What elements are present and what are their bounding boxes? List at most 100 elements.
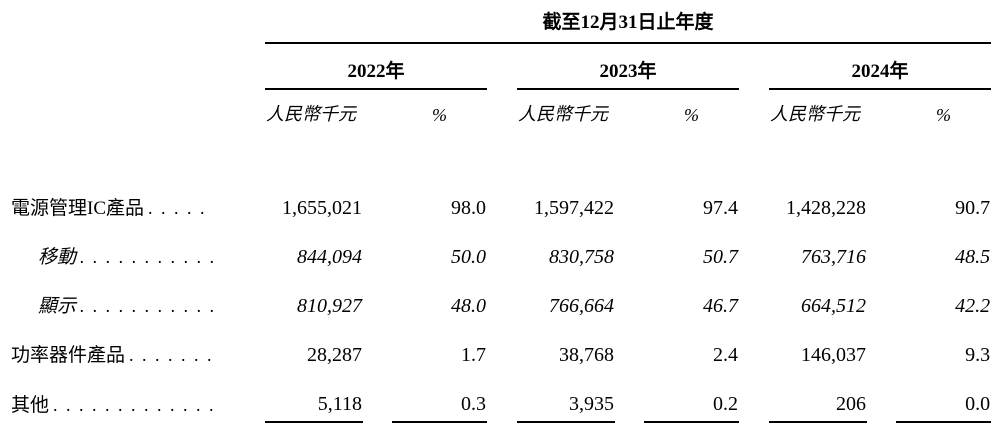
column-gap [739,274,769,323]
percent-cell: 98.0 [451,197,486,219]
dot-leader: . . . . . . . . . . . . . [53,395,216,415]
amount-cell: 1,428,228 [786,197,866,219]
column-gap [867,372,896,422]
year-header-row: 2022年 2023年 2024年 [10,43,992,90]
column-gap [487,176,517,225]
total-percent-cell: 100.0 [896,422,992,443]
amount-cell: 28,287 [307,344,362,366]
column-gap [867,176,896,225]
column-gap [867,225,896,274]
amount-cell: 38,768 [559,344,614,366]
year-header-2022: 2022年 [265,43,487,90]
column-gap [867,422,896,443]
period-header-row: 截至12月31日止年度 [10,6,992,44]
amount-cell: 3,935 [517,372,615,423]
table-row-others: 其他. . . . . . . . . . . . . 5,118 0.3 3,… [10,372,992,423]
unit-header: 人民幣千元 [266,104,356,124]
column-gap [739,422,769,443]
column-gap [487,225,517,274]
column-gap [739,176,769,225]
row-label: 電源管理IC產品 [11,198,145,219]
column-gap [615,323,644,372]
percent-cell: 97.4 [703,197,738,219]
spacer-row [10,128,991,176]
row-label: 顯示 [38,296,77,317]
amount-cell: 830,758 [549,246,614,268]
total-percent-cell: 100.0 [392,422,487,443]
percent-cell: 2.4 [713,344,738,366]
column-gap [739,89,769,128]
column-gap [363,89,392,128]
column-gap [615,225,644,274]
table-row-power-ic: 電源管理IC產品. . . . . 1,655,021 98.0 1,597,4… [10,176,991,225]
percent-cell: 0.0 [896,372,992,423]
row-label: 功率器件產品 [11,345,126,366]
column-gap [615,176,644,225]
empty-corner [10,6,265,43]
dot-leader: . . . . . . . . . . . [80,247,217,267]
percent-cell: 90.7 [955,197,991,219]
column-gap [363,176,392,225]
column-gap [487,274,517,323]
dot-leader: . . . . . . . . . . . [80,296,217,316]
percent-cell: 50.0 [451,246,486,268]
percent-header: % [684,105,699,125]
percent-cell: 48.0 [451,295,486,317]
amount-cell: 206 [769,372,867,423]
column-gap [867,89,896,128]
table-row-mobile: 移動. . . . . . . . . . . 844,094 50.0 830… [10,225,991,274]
column-gap [739,43,769,89]
table-row-total: 合計. . . . . . . . . . . . . 1,688,426 10… [10,422,992,443]
unit-header-row: 人民幣千元 % 人民幣千元 % 人民幣千元 % [10,89,991,128]
year-header-2023: 2023年 [517,43,739,90]
unit-header: 人民幣千元 [518,104,608,124]
percent-cell: 42.2 [955,295,991,317]
period-header: 截至12月31日止年度 [265,6,992,44]
column-gap [363,225,392,274]
column-gap [487,43,517,89]
amount-cell: 763,716 [801,246,866,268]
revenue-breakdown-table: 截至12月31日止年度 2022年 2023年 2024年 人民幣千元 % 人民… [10,6,992,443]
amount-cell: 844,094 [297,246,362,268]
unit-header: 人民幣千元 [770,104,860,124]
amount-cell: 146,037 [801,344,866,366]
total-amount-cell: 1,688,426 [265,422,363,443]
total-amount-cell: 1,640,125 [517,422,615,443]
percent-header: % [936,105,952,125]
column-gap [363,372,392,422]
amount-cell: 664,512 [801,295,866,317]
row-label: 移動 [38,247,77,268]
percent-cell: 9.3 [965,344,991,366]
amount-cell: 5,118 [265,372,363,423]
percent-cell: 1.7 [461,344,486,366]
column-gap [487,89,517,128]
column-gap [615,422,644,443]
column-gap [487,372,517,422]
percent-cell: 48.5 [955,246,991,268]
percent-cell: 0.3 [392,372,487,423]
column-gap [487,323,517,372]
percent-cell: 0.2 [644,372,739,423]
total-percent-cell: 100.0 [644,422,739,443]
column-gap [739,323,769,372]
amount-cell: 1,597,422 [534,197,614,219]
column-gap [867,323,896,372]
column-gap [739,372,769,422]
column-gap [363,274,392,323]
column-gap [363,422,392,443]
year-header-2024: 2024年 [769,43,992,90]
amount-cell: 766,664 [549,295,614,317]
percent-cell: 50.7 [703,246,738,268]
percent-header: % [432,105,447,125]
column-gap [739,225,769,274]
column-gap [615,89,644,128]
column-gap [487,422,517,443]
amount-cell: 810,927 [297,295,362,317]
percent-cell: 46.7 [703,295,738,317]
dot-leader: . . . . . [148,198,207,218]
row-label: 其他 [11,395,50,416]
column-gap [615,372,644,422]
column-gap [867,274,896,323]
table-row-power-devices: 功率器件產品. . . . . . . 28,287 1.7 38,768 2.… [10,323,991,372]
